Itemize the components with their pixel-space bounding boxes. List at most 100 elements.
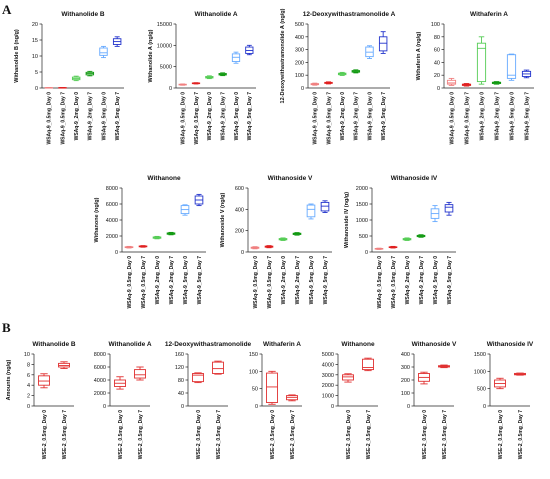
chart-title: Withanone: [341, 341, 375, 348]
box-chart: Withanolide B Withanolide B (ng/g) 0 5 10 15 2…: [14, 11, 124, 145]
y-tick-label: 8: [27, 362, 30, 368]
chart-title: 12-Deoxywithastramonolide: [165, 341, 252, 348]
y-tick-label: 80: [178, 378, 184, 384]
y-tick-label: 8000: [106, 186, 118, 192]
y-tick-label: 100: [431, 22, 440, 28]
y-tick-label: 500: [295, 22, 304, 28]
y-tick-label: 0: [103, 404, 106, 410]
x-tick-label: WSAq-9_0.5mg_Day 0: [377, 256, 383, 309]
box-chart: Withanoside V 0 100 200 300 400 WSE-2_0.5mg_Da…: [401, 341, 457, 459]
y-tick-label: 300: [401, 365, 410, 371]
box-chart: Withanolide B Amounts (ng/g) 0 2 4 6 8 10 WSE-2_…: [6, 341, 76, 459]
x-tick-label: WSE-2_0.5mg_Day 7: [442, 410, 448, 459]
y-tick-label: 40: [434, 60, 440, 66]
y-tick-label: 200: [295, 60, 304, 66]
y-tick-label: 0: [27, 404, 30, 410]
box-chart: Withanoside IV Withanoside IV (ng/g) 0 500 1…: [344, 175, 456, 309]
y-tick-label: 0: [331, 404, 334, 410]
x-tick-label: WSAq-9_2mg_Day 7: [88, 92, 94, 141]
y-tick-label: 0: [169, 86, 172, 92]
y-tick-label: 5000: [322, 352, 334, 358]
y-tick-label: 0: [181, 404, 184, 410]
x-tick-label: WSAq-9_5mg_Day 7: [381, 92, 387, 141]
chart-title: Withanoside V: [412, 341, 457, 348]
x-tick-label: WSAq-9_2mg_Day 0: [207, 92, 213, 141]
x-tick-label: WSAq-9_5mg_Day 7: [197, 256, 203, 305]
box-chart: 12-Deoxywithastramonolide 0 40 80 120 160 WSE-…: [165, 341, 252, 459]
x-tick-label: WSAq-9_2mg_Day 7: [169, 256, 175, 305]
x-tick-label: WSAq-9_5mg_Day 0: [101, 92, 107, 141]
y-tick-label: 150: [249, 352, 258, 358]
y-tick-label: 2000: [356, 186, 368, 192]
y-tick-label: 20: [32, 22, 38, 28]
x-tick-label: WSE-2_0.5mg_Day 0: [422, 410, 428, 459]
x-tick-label: WSAq-9_5mg_Day 0: [183, 256, 189, 305]
chart-title: Withaferin A: [470, 11, 508, 18]
x-tick-label: WSAq-9_2mg_Day 7: [295, 256, 301, 305]
box-chart: Withaferin A 0 50 100 150 WSE-2_0.5mg_Day 0 WS…: [249, 341, 302, 459]
y-tick-label: 100: [249, 369, 258, 375]
x-tick-label: WSAq-9_5mg_Day 0: [234, 92, 240, 141]
box: [38, 375, 50, 386]
box: [362, 358, 374, 371]
x-tick-label: WSE-2_0.5mg_Day 0: [498, 410, 504, 459]
x-tick-label: WSAq-9_2mg_Day 0: [74, 92, 80, 141]
y-tick-label: 600: [235, 186, 244, 192]
y-tick-label: 200: [401, 378, 410, 384]
y-tick-label: 10: [32, 54, 38, 60]
x-tick-label: WSAq-9_5mg_Day 7: [524, 92, 530, 141]
y-tick-label: 0: [255, 404, 258, 410]
y-tick-label: 3000: [322, 373, 334, 379]
x-tick-label: WSAq-9_2mg_Day 0: [155, 256, 161, 305]
y-tick-label: 0: [115, 250, 118, 256]
y-tick-label: 120: [175, 365, 184, 371]
y-tick-label: 100: [295, 73, 304, 79]
y-tick-label: 4000: [94, 378, 106, 384]
y-tick-label: 0: [301, 86, 304, 92]
box: [99, 47, 108, 56]
y-tick-label: 1000: [322, 394, 334, 400]
y-tick-label: 15000: [157, 22, 172, 28]
x-tick-label: WSAq-9_5mg_Day 0: [309, 256, 315, 305]
box: [342, 374, 354, 381]
y-axis-label: Withanone (ng/g): [94, 197, 100, 242]
y-tick-label: 1500: [356, 202, 368, 208]
box-chart: Withanoside V Withanoside V (ng/g) 0 200 400…: [220, 175, 332, 309]
x-tick-label: WSAq-9_0.5mg_Day 7: [326, 92, 332, 145]
chart-title: Withanolide A: [194, 11, 237, 18]
y-tick-label: 1000: [356, 218, 368, 224]
chart-title: Withanoside IV: [391, 175, 438, 182]
y-tick-label: 2: [27, 394, 30, 400]
y-tick-label: 400: [401, 352, 410, 358]
y-tick-label: 400: [295, 35, 304, 41]
x-tick-label: WSE-2_0.5mg_Day 7: [366, 410, 372, 459]
x-tick-label: WSAq-9_0.5mg_Day 0: [253, 256, 259, 309]
y-tick-label: 0: [35, 86, 38, 92]
y-tick-label: 40: [178, 391, 184, 397]
y-tick-label: 400: [235, 207, 244, 213]
x-tick-label: WSAq-9_2mg_Day 7: [220, 92, 226, 141]
x-tick-label: WSAq-9_0.5mg_Day 0: [180, 92, 186, 145]
x-tick-label: WSAq-9_5mg_Day 0: [367, 92, 373, 141]
x-tick-label: WSAq-9_0.5mg_Day 0: [47, 92, 53, 145]
x-tick-label: WSAq-9_2mg_Day 7: [419, 256, 425, 305]
x-tick-label: WSE-2_0.5mg_Day 0: [196, 410, 202, 459]
box-chart: Withanone Withanone (ng/g) 0 2000 4000 6000 80…: [94, 175, 206, 309]
y-tick-label: 5000: [160, 65, 172, 71]
x-tick-label: WSE-2_0.5mg_Day 0: [42, 410, 48, 459]
x-tick-label: WSE-2_0.5mg_Day 7: [138, 410, 144, 459]
y-tick-label: 160: [175, 352, 184, 358]
x-tick-label: WSE-2_0.5mg_Day 7: [216, 410, 222, 459]
x-tick-label: WSAq-9_2mg_Day 0: [340, 92, 346, 141]
x-tick-label: WSE-2_0.5mg_Day 0: [118, 410, 124, 459]
y-axis-label: Withanoside V (ng/g): [220, 193, 226, 248]
box: [134, 369, 146, 379]
x-tick-label: WSAq-9_2mg_Day 0: [405, 256, 411, 305]
box-chart: Withanone 0 1000 2000 3000 4000 5000 WSE-2_0.5m…: [322, 341, 378, 459]
y-tick-label: 6000: [94, 365, 106, 371]
chart-title: 12-Deoxywithastramonolide A: [303, 11, 396, 18]
y-tick-label: 6000: [106, 202, 118, 208]
y-tick-label: 0: [407, 404, 410, 410]
y-axis-label: Withaferin A (ng/g): [416, 31, 422, 80]
